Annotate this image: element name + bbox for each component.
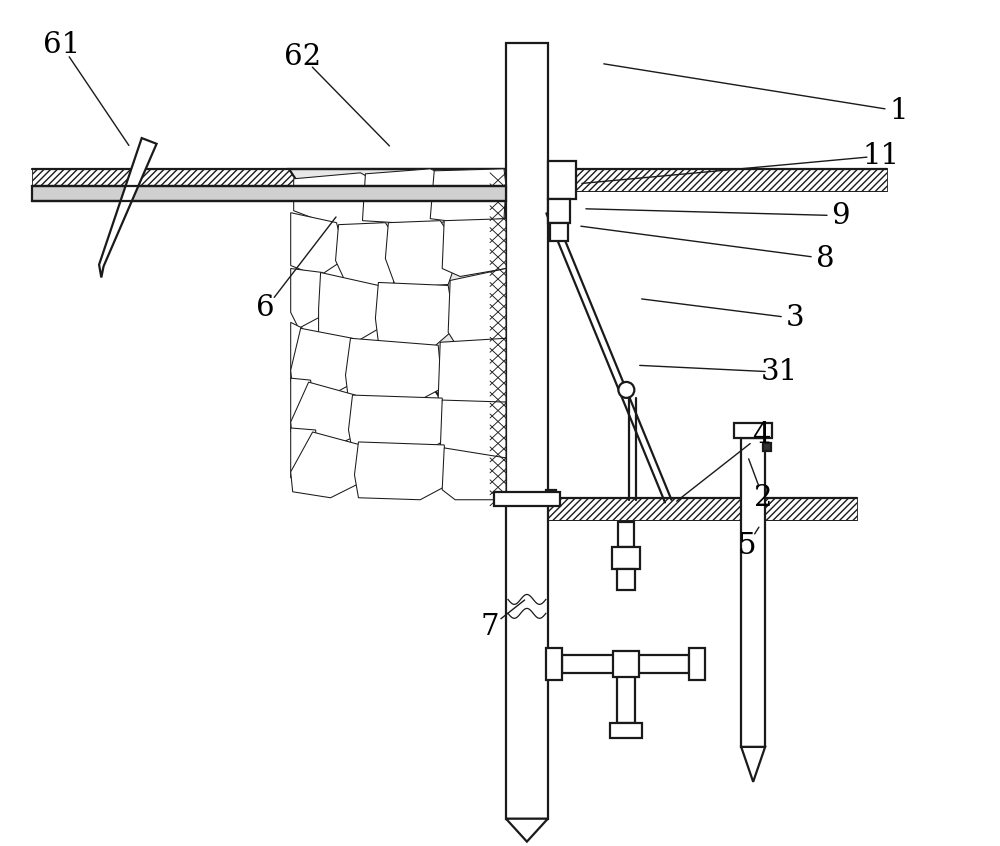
Text: 9: 9 (832, 201, 850, 229)
Bar (741, 438, 765, 747)
Bar (32, 169, 506, 190)
Polygon shape (362, 169, 470, 225)
Bar (763, 443, 771, 451)
Bar (548, 161, 576, 199)
Text: 2: 2 (754, 484, 772, 512)
Polygon shape (440, 400, 506, 464)
Circle shape (618, 382, 634, 398)
Bar (635, 656, 689, 673)
Bar (617, 569, 635, 591)
Polygon shape (375, 283, 455, 349)
Bar (617, 673, 635, 723)
Polygon shape (291, 328, 358, 398)
Bar (689, 648, 705, 680)
Text: 1: 1 (889, 97, 908, 125)
Polygon shape (346, 338, 442, 405)
Bar (550, 222, 568, 240)
Bar (546, 648, 562, 680)
Polygon shape (289, 169, 506, 497)
Bar (618, 522, 634, 547)
Polygon shape (294, 173, 392, 228)
Polygon shape (291, 382, 358, 450)
Bar (506, 43, 548, 819)
Polygon shape (291, 378, 316, 432)
Polygon shape (442, 448, 506, 500)
Polygon shape (291, 268, 329, 328)
Bar (612, 547, 640, 569)
Text: 31: 31 (761, 358, 798, 386)
Polygon shape (438, 338, 506, 410)
Bar (548, 169, 887, 190)
Bar (734, 423, 772, 438)
Polygon shape (741, 747, 765, 782)
Text: 4: 4 (752, 421, 770, 449)
Text: 3: 3 (786, 305, 804, 332)
Bar (613, 651, 639, 677)
Text: 62: 62 (284, 43, 321, 71)
Polygon shape (354, 442, 448, 500)
Bar (32, 186, 506, 201)
Polygon shape (291, 322, 309, 382)
Polygon shape (442, 218, 506, 277)
Bar (546, 490, 556, 500)
Text: 11: 11 (862, 142, 899, 170)
Polygon shape (448, 268, 506, 349)
Bar (494, 492, 560, 506)
Text: 6: 6 (256, 294, 275, 322)
Polygon shape (291, 212, 346, 277)
Text: 8: 8 (816, 244, 834, 272)
Bar (548, 497, 857, 519)
Polygon shape (506, 819, 548, 842)
Text: 61: 61 (43, 31, 80, 59)
Polygon shape (336, 222, 404, 288)
Polygon shape (291, 432, 362, 497)
Polygon shape (385, 221, 460, 288)
Polygon shape (430, 169, 506, 222)
Bar (548, 199, 570, 222)
Bar (562, 656, 617, 673)
Polygon shape (348, 395, 445, 458)
Polygon shape (99, 138, 157, 277)
Polygon shape (291, 428, 319, 478)
Bar (610, 723, 642, 738)
Text: 7: 7 (481, 613, 499, 641)
Polygon shape (319, 272, 384, 343)
Text: 5: 5 (738, 531, 756, 559)
